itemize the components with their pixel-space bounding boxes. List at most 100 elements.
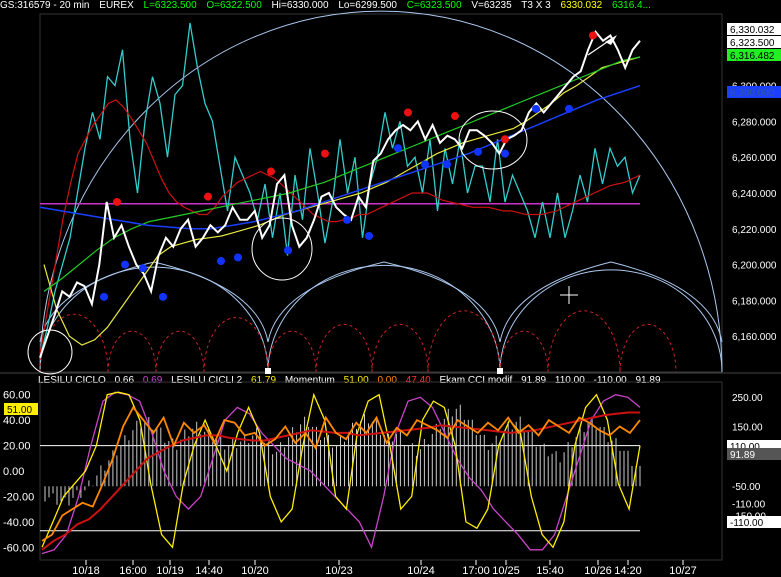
oscillator-value-label: -110.00 — [730, 518, 764, 529]
price-tick-label: 6,160.000 — [732, 332, 777, 343]
blue-dot — [234, 253, 242, 262]
oscillator-right-tick-label: 150.00 — [732, 423, 763, 434]
x-axis-label: 15:40 — [536, 565, 564, 577]
ind1-name: LESILU CICLO — [38, 375, 106, 386]
highlight-circle — [458, 110, 528, 170]
blue-dot — [100, 292, 108, 301]
cci-value-2: 110.00 — [554, 375, 585, 386]
price-tick-label: 6,180.000 — [732, 296, 777, 307]
x-axis-label: 10/19 — [156, 565, 184, 577]
exchange-label: EUREX — [99, 0, 134, 11]
red-dot — [267, 167, 275, 176]
price-tick-label: 6,280.000 — [732, 117, 777, 128]
x-axis-label: 10/18 — [72, 565, 100, 577]
oscillator-value-label: 91.89 — [730, 450, 755, 461]
momentum-value-2: 0.00 — [377, 375, 397, 386]
medium-cycle-arc — [267, 264, 501, 373]
oscillator-right-tick-label: 250.00 — [732, 393, 763, 404]
short-cycle-arc — [371, 323, 429, 373]
series-blue — [39, 84, 641, 230]
price-tick-label: 6,200.000 — [732, 261, 777, 272]
last-value: L=6323.500 — [143, 0, 197, 11]
blue-dot — [139, 264, 147, 273]
cycle-marker — [265, 368, 271, 374]
x-axis-label: 14:20 — [614, 565, 642, 577]
oscillator-value-label-bg — [727, 516, 781, 528]
oscillator-right-tick-label: -50.00 — [732, 482, 761, 493]
x-axis-label: 10/20 — [241, 565, 269, 577]
cycle-arcs — [39, 10, 723, 373]
highlight-circle — [251, 217, 313, 281]
momentum-value-1: 51.00 — [343, 375, 369, 386]
blue-dot — [365, 231, 373, 240]
oscillator-series-osc_orange — [41, 405, 641, 542]
short-cycle-arc — [499, 330, 549, 373]
open-value: O=6322.500 — [206, 0, 262, 11]
oscillator-left-tick-label: 0.00 — [3, 466, 24, 478]
price-panel-frame — [39, 13, 723, 373]
blue-dot — [394, 144, 402, 153]
x-axis-label: 10/26 — [584, 565, 612, 577]
blue-dot — [443, 160, 451, 169]
price-tick-label: 6,240.000 — [732, 189, 777, 200]
price-value-label: 6,300.000 — [730, 88, 775, 99]
ind2-value-1: 61.79 — [251, 375, 277, 386]
blue-dot — [565, 104, 573, 113]
oscillator-left-tick-label: -40.00 — [3, 517, 34, 529]
oscillator-panel-frame — [39, 381, 723, 561]
oscillator-left-tick-label: 20.00 — [3, 441, 31, 453]
red-dot — [451, 112, 459, 121]
medium-cycle-arc — [39, 266, 269, 373]
red-dot — [501, 135, 509, 144]
oscillator-series-red_ma — [41, 411, 640, 551]
blue-dot — [217, 257, 225, 266]
oscillator-left-tick-label: -60.00 — [3, 542, 34, 554]
red-dot — [589, 31, 597, 40]
price-value-label-bg — [727, 86, 781, 98]
ind1-value-1: 0.66 — [114, 375, 135, 386]
blue-dot — [159, 292, 167, 301]
indicator-header: LESILU CICLO 0.66 0.69 LESILU CICLI 2 61… — [38, 375, 667, 386]
close-value: C=6323.500 — [406, 0, 462, 11]
valley-cycle-arc — [267, 261, 501, 343]
short-cycle-arc — [619, 323, 677, 373]
price-value-label: 6,316.482 — [730, 51, 775, 62]
cci-name: Ekam CCI modif — [439, 375, 513, 386]
chart-header: GS:316579 - 20 min EUREX L=6323.500 O=63… — [0, 0, 781, 14]
short-cycle-arc — [203, 317, 269, 373]
valley-cycle-arc — [499, 261, 723, 343]
short-cycle-arc — [427, 310, 501, 373]
oscillator-left-tick-label: 60.00 — [3, 390, 31, 402]
medium-cycle-arc — [499, 269, 723, 373]
momentum-name: Momentum — [284, 375, 335, 386]
price-value-label-bg — [727, 49, 781, 61]
x-axis-label: 10/27 — [669, 565, 697, 577]
x-axis-label: 16:00 — [119, 565, 147, 577]
blue-dot — [501, 149, 509, 158]
series-price — [39, 29, 641, 359]
x-axis-label: 10/24 — [407, 565, 435, 577]
blue-dot — [421, 160, 429, 169]
high-value: Hi=6330.000 — [271, 0, 329, 11]
red-dot — [113, 197, 121, 206]
blue-dot — [343, 215, 351, 224]
blue-dot — [121, 260, 129, 269]
x-axis-label: 10/23 — [325, 565, 353, 577]
big-cycle-arc — [39, 10, 723, 373]
highlight-circle — [27, 329, 73, 375]
oscillator-value-label-bg — [727, 448, 781, 460]
trend-arrow-line — [587, 37, 614, 56]
x-axis-label: 14:40 — [195, 565, 223, 577]
timeframe-label: T3 X 3 — [521, 0, 551, 11]
series-red_ma — [39, 99, 641, 355]
x-axis-label: 10/25 — [492, 565, 520, 577]
price-value-label-bg — [727, 36, 781, 48]
series-cyan — [39, 22, 641, 358]
oscillator-value-label: 51.00 — [7, 405, 32, 416]
header-value-2: 6316.4... — [612, 0, 651, 11]
oscillator-value-label: 110.00 — [730, 442, 760, 453]
price-tick-label: 6,220.000 — [732, 225, 777, 236]
blue-dot — [284, 246, 292, 255]
short-cycle-arc — [547, 310, 621, 373]
